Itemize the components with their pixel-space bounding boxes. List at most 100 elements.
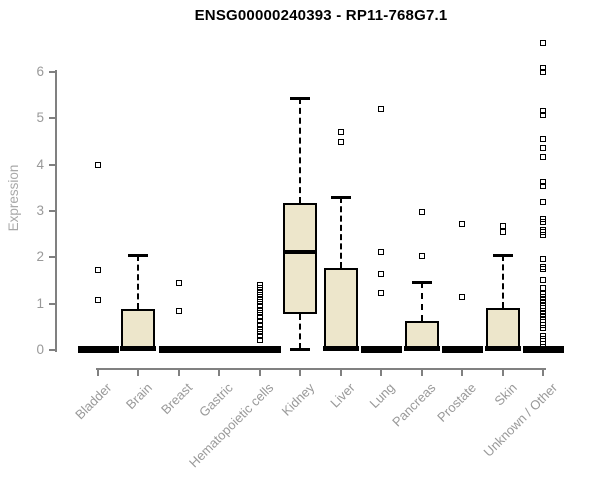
x-tick-label: Prostate (434, 380, 479, 425)
outlier-point (256, 318, 263, 325)
y-tick (49, 117, 55, 120)
box-brain (121, 309, 156, 350)
x-tick-label: Unknown / Other (480, 380, 560, 460)
outlier-point (418, 209, 425, 216)
outlier-point (378, 290, 385, 297)
outlier-point (499, 222, 506, 229)
box-liver (323, 267, 358, 350)
whisker-cap (411, 281, 432, 285)
outlier-point (540, 69, 547, 76)
outlier-point (256, 285, 263, 292)
outlier-point (540, 277, 547, 284)
outlier-point (378, 270, 385, 277)
outlier-point (540, 182, 547, 189)
x-tick-label: Gastric (196, 380, 236, 420)
x-tick (542, 368, 545, 376)
outlier-point (540, 40, 547, 47)
outlier-point (94, 161, 101, 168)
y-tick-label: 2 (36, 249, 44, 265)
outlier-point (256, 299, 263, 306)
outlier-point (337, 129, 344, 136)
outlier-point (256, 333, 263, 340)
y-tick-label: 3 (36, 203, 44, 218)
y-tick-label: 6 (36, 64, 44, 80)
whisker-line (420, 282, 423, 322)
whisker-line (339, 197, 342, 268)
whisker-line (299, 97, 302, 203)
x-tick-label: Lung (366, 380, 398, 412)
outlier-point (256, 306, 263, 313)
outlier-point (540, 145, 547, 151)
y-tick (49, 302, 55, 305)
whisker-cap (492, 254, 513, 258)
box-collapsed-prostate (442, 346, 484, 353)
outlier-point (540, 344, 547, 351)
outlier-point (175, 279, 182, 286)
median-line (283, 249, 318, 254)
outlier-point (499, 228, 506, 235)
y-tick (49, 163, 55, 166)
outlier-point (540, 153, 547, 160)
x-tick-label: Breast (158, 380, 196, 418)
median-line (403, 346, 440, 351)
x-tick (218, 368, 221, 376)
y-tick-label: 1 (36, 295, 44, 311)
outlier-point (540, 179, 547, 186)
outlier-point (256, 302, 263, 309)
whisker-cap (290, 96, 311, 100)
outlier-point (378, 248, 385, 255)
median-line (322, 346, 359, 351)
outlier-point (256, 289, 263, 296)
whisker-cap (290, 348, 311, 352)
y-tick-label: 5 (36, 110, 44, 126)
box-collapsed-bladder (77, 346, 119, 353)
y-tick (49, 210, 55, 212)
outlier-point (337, 139, 344, 146)
outlier-point (540, 232, 547, 239)
chart-title: ENSG00000240393 - RP11-768G7.1 (194, 7, 448, 24)
outlier-point (540, 108, 547, 115)
outlier-point (540, 284, 547, 291)
x-tick-label: Liver (326, 380, 358, 411)
y-tick (49, 256, 55, 259)
x-tick-label: Bladder (72, 380, 115, 423)
whisker-line (299, 313, 302, 350)
outlier-point (540, 219, 547, 226)
outlier-point (94, 296, 101, 303)
y-tick-label: 0 (36, 342, 44, 357)
x-tick-label: Skin (490, 380, 520, 409)
x-tick (299, 368, 302, 376)
outlier-point (256, 326, 263, 333)
x-tick (137, 368, 140, 376)
x-tick (501, 368, 504, 376)
whisker-cap (330, 196, 351, 200)
whisker-cap (128, 254, 149, 258)
whisker-line (501, 255, 504, 309)
x-tick-label: Kidney (278, 380, 317, 419)
x-axis-line (96, 368, 546, 370)
median-line (120, 346, 157, 351)
outlier-point (256, 336, 263, 343)
outlier-point (256, 309, 263, 316)
y-tick (49, 349, 55, 351)
y-axis-line (55, 70, 57, 352)
outlier-point (540, 324, 547, 331)
outlier-point (256, 282, 263, 289)
outlier-point (94, 267, 101, 274)
box-kidney (283, 202, 318, 314)
outlier-point (459, 220, 466, 227)
y-tick (49, 71, 55, 74)
x-tick (420, 368, 423, 376)
x-tick (177, 368, 180, 376)
outlier-point (540, 335, 547, 342)
outlier-point (540, 255, 547, 262)
outlier-point (540, 198, 547, 205)
outlier-point (540, 65, 547, 72)
median-line (484, 346, 521, 351)
outlier-point (540, 313, 547, 320)
x-tick-label: Pancreas (388, 380, 439, 430)
whisker-line (137, 255, 140, 310)
outlier-point (540, 136, 547, 143)
